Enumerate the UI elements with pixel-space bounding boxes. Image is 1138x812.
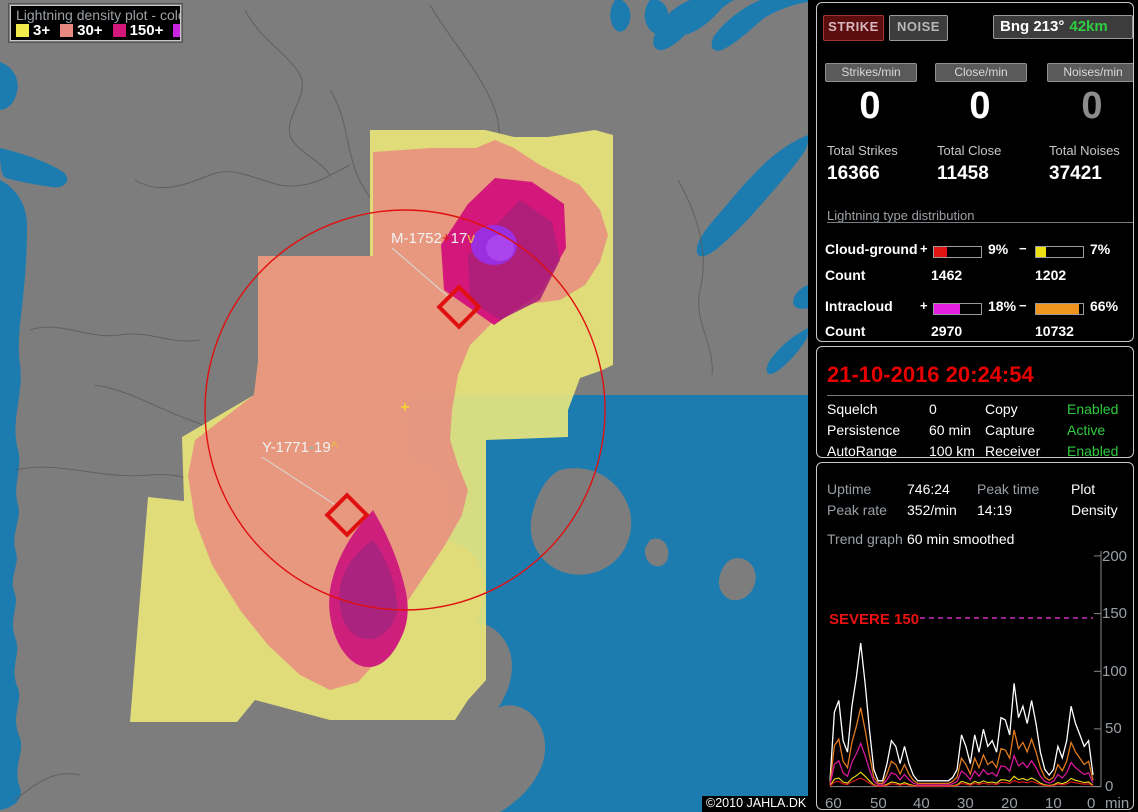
- svg-text:30: 30: [957, 795, 974, 810]
- svg-text:150: 150: [1102, 605, 1127, 622]
- svg-text:40: 40: [913, 795, 930, 810]
- svg-text:M-1752+17v: M-1752+17v: [391, 230, 475, 247]
- svg-text:min: min: [1105, 795, 1129, 810]
- svg-text:60: 60: [825, 795, 842, 810]
- svg-text:SEVERE 150: SEVERE 150: [829, 611, 919, 628]
- svg-text:50: 50: [1105, 720, 1122, 737]
- svg-text:10: 10: [1045, 795, 1062, 810]
- svg-text:20: 20: [1001, 795, 1018, 810]
- svg-text:©2010 JAHLA.DK: ©2010 JAHLA.DK: [706, 796, 807, 810]
- svg-text:100: 100: [1102, 663, 1127, 680]
- svg-text:50: 50: [870, 795, 887, 810]
- svg-text:200: 200: [1102, 548, 1127, 565]
- svg-text:0: 0: [1087, 795, 1095, 810]
- svg-text:0: 0: [1105, 778, 1113, 795]
- svg-text:Y-1771-19^: Y-1771-19^: [262, 439, 338, 456]
